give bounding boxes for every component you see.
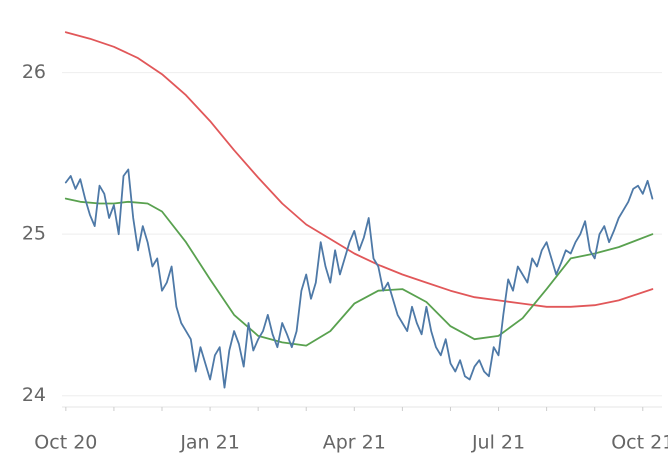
x-tick-label: Apr 21 bbox=[323, 432, 386, 454]
y-tick-label: 25 bbox=[22, 223, 46, 245]
x-axis bbox=[62, 406, 662, 411]
gridlines bbox=[62, 72, 662, 397]
y-axis-tick-labels: 24 25 26 bbox=[22, 61, 46, 406]
y-tick-label: 26 bbox=[22, 61, 46, 83]
series-lines bbox=[64, 31, 654, 389]
series-line-2 bbox=[64, 197, 654, 347]
x-tick-label: Jul 21 bbox=[471, 432, 525, 454]
x-tick-label: Oct 21 bbox=[611, 432, 668, 454]
x-tick-label: Oct 20 bbox=[34, 432, 97, 454]
series-line-1 bbox=[64, 31, 654, 308]
x-axis-tick-labels: Oct 20 Jan 21 Apr 21 Jul 21 Oct 21 bbox=[34, 432, 668, 454]
y-tick-label: 24 bbox=[22, 384, 46, 406]
x-tick-label: Jan 21 bbox=[179, 432, 240, 454]
series-line-3 bbox=[64, 168, 654, 389]
